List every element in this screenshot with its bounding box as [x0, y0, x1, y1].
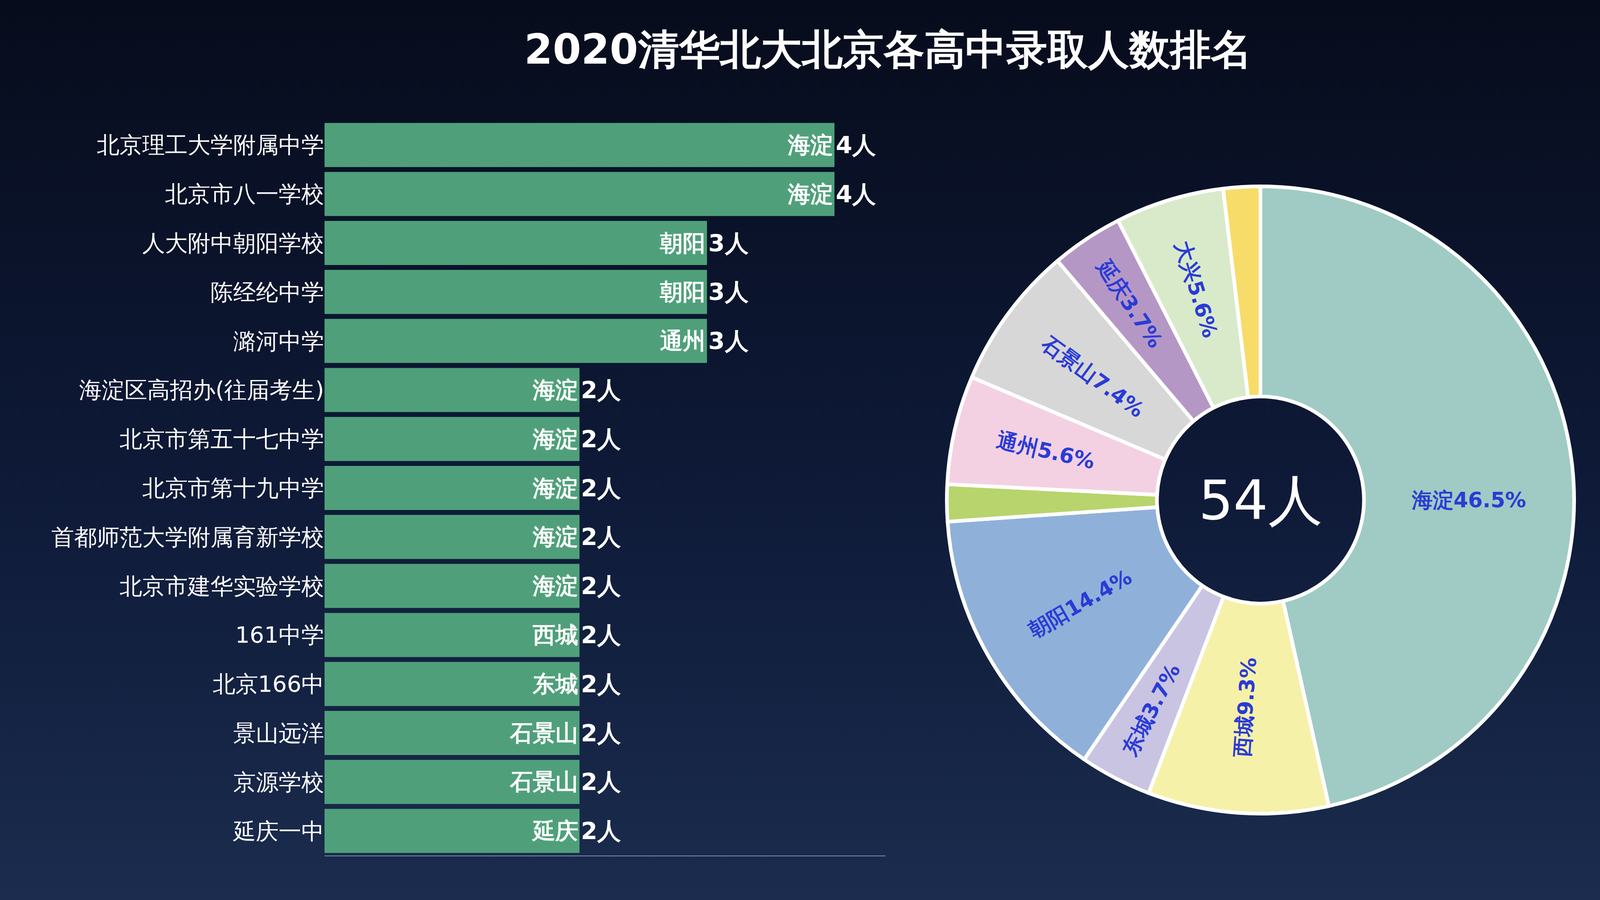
svg-text:2人: 2人 [580, 621, 621, 649]
svg-text:北京市第十九中学: 北京市第十九中学 [142, 475, 325, 502]
svg-text:2人: 2人 [580, 523, 621, 551]
svg-text:161中学: 161中学 [235, 621, 325, 649]
svg-text:海淀: 海淀 [787, 180, 834, 208]
svg-text:朝阳: 朝阳 [659, 230, 706, 257]
svg-text:海淀区高招办(往届考生): 海淀区高招办(往届考生) [79, 376, 325, 404]
svg-text:2人: 2人 [580, 425, 621, 453]
svg-text:北京市建华实验学校: 北京市建华实验学校 [119, 573, 325, 600]
svg-text:朝阳: 朝阳 [659, 278, 706, 305]
svg-text:朝阳14.4%: 朝阳14.4% [1024, 564, 1136, 644]
svg-text:石景山: 石景山 [509, 768, 579, 795]
svg-text:4人: 4人 [835, 131, 876, 159]
svg-text:海淀: 海淀 [532, 376, 579, 404]
svg-text:2人: 2人 [580, 376, 621, 404]
svg-text:石景山: 石景山 [509, 720, 579, 747]
svg-text:人大附中朝阳学校: 人大附中朝阳学校 [142, 230, 325, 257]
svg-text:通州: 通州 [660, 327, 706, 355]
svg-text:潞河中学: 潞河中学 [233, 328, 325, 355]
svg-text:延庆3.7%: 延庆3.7% [1092, 255, 1168, 353]
svg-text:北京理工大学附属中学: 北京理工大学附属中学 [96, 131, 325, 159]
svg-text:石景山7.4%: 石景山7.4% [1037, 331, 1149, 423]
svg-text:海淀: 海淀 [532, 425, 579, 453]
svg-text:京源学校: 京源学校 [233, 769, 325, 796]
svg-text:54人: 54人 [1198, 468, 1323, 532]
svg-text:西城: 西城 [532, 621, 579, 649]
svg-text:4人: 4人 [835, 180, 876, 208]
svg-text:延庆一中: 延庆一中 [232, 818, 325, 845]
svg-text:3人: 3人 [708, 229, 749, 257]
svg-text:大兴5.6%: 大兴5.6% [1170, 237, 1223, 341]
svg-text:延庆: 延庆 [531, 817, 579, 845]
svg-text:通州5.6%: 通州5.6% [994, 427, 1098, 474]
svg-text:东城3.7%: 东城3.7% [1117, 659, 1186, 760]
svg-text:景山远洋: 景山远洋 [233, 720, 325, 747]
svg-text:北京市第五十七中学: 北京市第五十七中学 [119, 425, 325, 453]
svg-text:2人: 2人 [580, 572, 621, 600]
svg-text:2人: 2人 [580, 768, 621, 796]
svg-text:2020清华北大北京各高中录取人数排名: 2020清华北大北京各高中录取人数排名 [524, 25, 1252, 74]
svg-text:2人: 2人 [580, 719, 621, 747]
svg-text:东城: 东城 [532, 670, 579, 698]
svg-text:2人: 2人 [580, 474, 621, 502]
svg-text:2人: 2人 [580, 817, 621, 845]
svg-text:海淀: 海淀 [787, 131, 834, 159]
svg-text:海淀: 海淀 [532, 523, 579, 550]
svg-text:2人: 2人 [580, 670, 621, 698]
svg-text:陈经纶中学: 陈经纶中学 [210, 279, 325, 306]
svg-text:海淀: 海淀 [532, 475, 579, 502]
svg-text:3人: 3人 [708, 278, 749, 306]
svg-text:海淀46.5%: 海淀46.5% [1411, 487, 1527, 513]
svg-text:北京166中: 北京166中 [212, 670, 325, 698]
svg-text:北京市八一学校: 北京市八一学校 [165, 180, 325, 208]
svg-text:首都师范大学附属育新学校: 首都师范大学附属育新学校 [51, 524, 325, 551]
svg-text:西城9.3%: 西城9.3% [1229, 656, 1262, 759]
svg-text:海淀: 海淀 [532, 572, 579, 600]
svg-text:3人: 3人 [708, 327, 749, 355]
